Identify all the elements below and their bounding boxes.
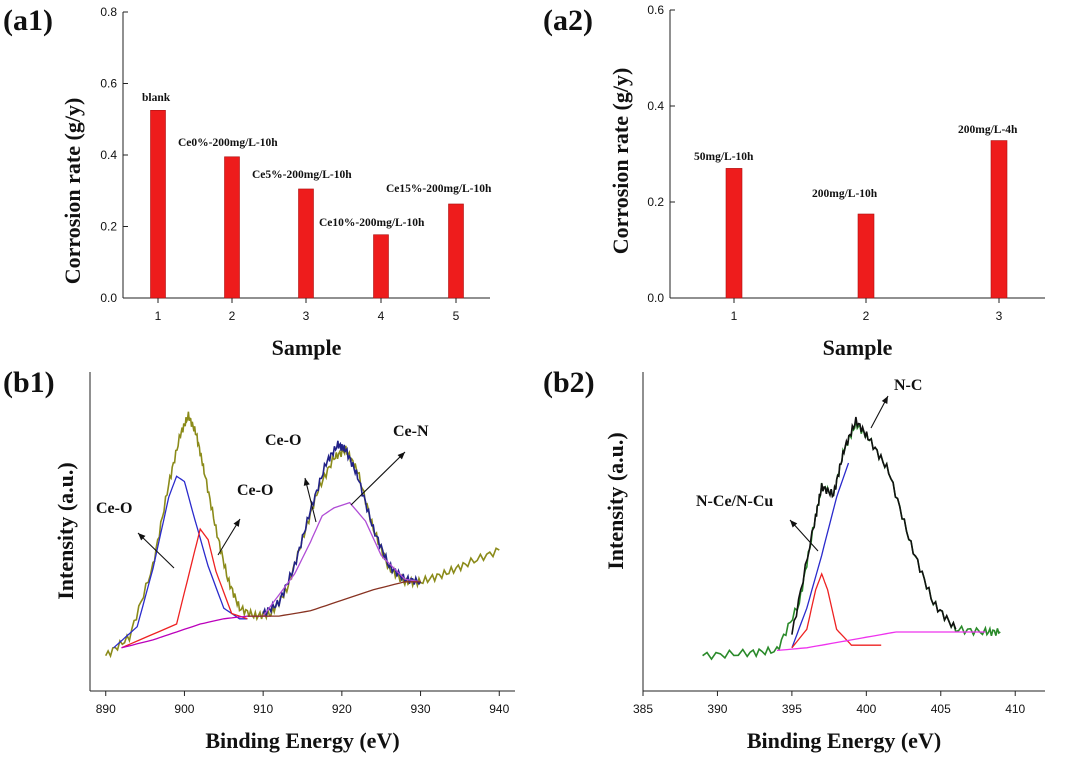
y-axis-title: Corrosion rate (g/y) <box>60 98 85 285</box>
series-line <box>791 462 850 649</box>
x-tick-label: 940 <box>489 702 509 716</box>
panel-label: (b2) <box>543 366 595 399</box>
peak-arrow-head <box>303 478 310 486</box>
series-line <box>791 416 957 635</box>
x-tick-label: 930 <box>411 702 431 716</box>
x-tick-label: 385 <box>633 702 653 716</box>
bar-data-label: blank <box>142 92 171 104</box>
peak-label: Ce-O <box>96 500 132 517</box>
bar-data-label: Ce10%-200mg/L-10h <box>319 217 425 229</box>
peak-label: Ce-O <box>237 482 273 499</box>
peak-arrow <box>137 532 175 569</box>
x-tick-label: 4 <box>378 309 385 323</box>
panel-a1: 0.0 0.2 0.4 0.6 0.8 1 blank 2 Ce0%-200mg/L-10h 3 C… <box>3 4 492 360</box>
y-axis-title: Intensity (a.u.) <box>53 462 78 600</box>
x-tick-label: 390 <box>707 702 727 716</box>
bar <box>857 213 875 299</box>
series-line <box>262 440 422 616</box>
x-tick-label: 2 <box>229 309 236 323</box>
peak-label: N-Ce/N-Cu <box>696 493 773 510</box>
x-tick-label: 3 <box>303 309 310 323</box>
y-tick-label: 0.6 <box>100 77 117 91</box>
bar-data-label: 200mg/L-4h <box>958 124 1018 136</box>
x-tick-label: 395 <box>782 702 802 716</box>
bar-data-label: 50mg/L-10h <box>694 151 754 163</box>
y-tick-label: 0.2 <box>647 195 664 209</box>
x-tick-label: 1 <box>155 309 162 323</box>
series-line <box>262 501 421 617</box>
y-tick-label: 0.2 <box>100 220 117 234</box>
peak-arrow-head <box>233 519 240 527</box>
peak-arrow-head <box>397 452 405 460</box>
x-tick-label: 1 <box>731 309 738 323</box>
peak-arrow <box>304 477 317 523</box>
series-line <box>113 475 248 649</box>
peak-arrow-head <box>881 396 888 404</box>
series-line <box>791 572 882 649</box>
x-tick-label: 900 <box>174 702 194 716</box>
y-tick-label: 0.6 <box>647 3 664 17</box>
bar-data-label: Ce5%-200mg/L-10h <box>252 169 352 181</box>
bar <box>448 203 464 299</box>
panel-a2: 0.0 0.2 0.4 0.6 1 50mg/L-10h 2 200mg/L-10h 3 200m… <box>543 3 1045 360</box>
bar <box>224 156 240 299</box>
x-tick-label: 410 <box>1005 702 1025 716</box>
x-tick-label: 890 <box>96 702 116 716</box>
series-line <box>121 527 248 649</box>
panel-b1: 890 900 910 920 930 940 Ce-O Ce-O Ce-O Ce-N Bindin… <box>3 366 515 753</box>
series-line <box>121 615 271 649</box>
x-axis-title: Binding Energy (eV) <box>747 728 941 753</box>
panel-label: (a2) <box>543 4 593 37</box>
bar-data-label: Ce0%-200mg/L-10h <box>178 137 278 149</box>
x-tick-label: 400 <box>856 702 876 716</box>
y-axis-title: Intensity (a.u.) <box>603 432 628 570</box>
y-tick-label: 0.8 <box>100 5 117 19</box>
bar-data-label: Ce15%-200mg/L-10h <box>386 183 492 195</box>
peak-label: Ce-O <box>265 432 301 449</box>
peak-label: Ce-N <box>393 423 429 440</box>
peak-arrow <box>350 451 406 506</box>
bar <box>298 188 314 299</box>
peak-arrow-head <box>790 520 798 528</box>
peak-label: N-C <box>894 377 922 394</box>
x-tick-label: 5 <box>453 309 460 323</box>
y-tick-label: 0.0 <box>100 291 117 305</box>
series-line <box>247 581 421 617</box>
x-axis-title: Binding Energy (eV) <box>205 728 399 753</box>
x-tick-label: 3 <box>996 309 1003 323</box>
series-line <box>776 631 986 652</box>
x-tick-label: 910 <box>253 702 273 716</box>
panel-label: (b1) <box>3 366 55 399</box>
bar <box>373 234 389 299</box>
y-tick-label: 0.0 <box>647 291 664 305</box>
x-tick-label: 920 <box>332 702 352 716</box>
x-axis-title: Sample <box>823 335 893 360</box>
bar <box>150 110 166 299</box>
y-axis-title: Corrosion rate (g/y) <box>608 68 633 255</box>
x-tick-label: 2 <box>863 309 870 323</box>
series-line <box>702 419 1001 661</box>
bar-data-label: 200mg/L-10h <box>812 188 878 200</box>
panel-b2: 385 390 395 400 405 410 N-Ce/N-Cu N-C Binding En… <box>543 366 1045 753</box>
y-tick-label: 0.4 <box>100 148 117 162</box>
bar <box>725 168 743 299</box>
bar <box>990 140 1008 299</box>
x-tick-label: 405 <box>931 702 951 716</box>
x-axis-title: Sample <box>272 335 342 360</box>
peak-arrow-head <box>138 533 146 541</box>
y-tick-label: 0.4 <box>647 99 664 113</box>
panel-label: (a1) <box>3 4 53 37</box>
